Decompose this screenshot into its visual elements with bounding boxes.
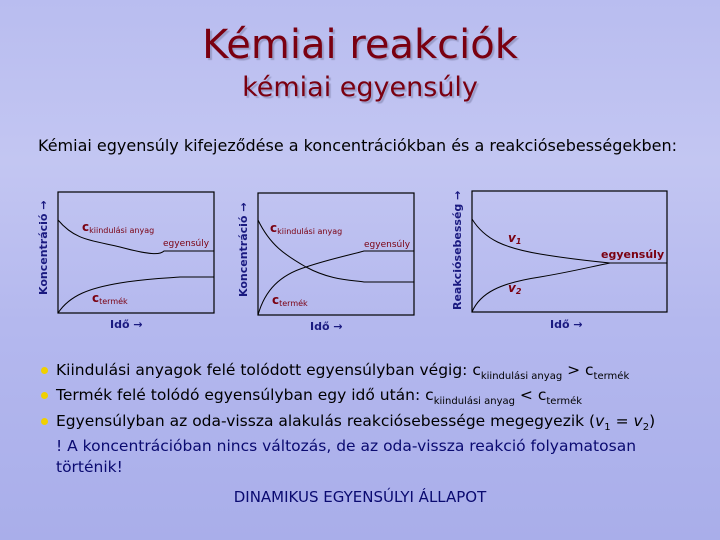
v2-label: v2 — [508, 281, 522, 296]
equilibrium-label: egyensúly — [364, 240, 411, 250]
plot-frame — [257, 192, 415, 316]
equilibrium-label: egyensúly — [601, 248, 664, 261]
curve-product — [257, 250, 414, 316]
diagram-shifted-to-reactants: ckiindulási anyag egyensúly ctermék Idő … — [37, 191, 215, 331]
reactant-label: ckiindulási anyag — [270, 221, 342, 236]
diagram-reaction-rates: v1 egyensúly v2 Idő → Reakciósebesség → — [451, 190, 668, 331]
conclusion-text: DINAMIKUS EGYENSÚLYI ÁLLAPOT — [233, 488, 487, 506]
y-axis-label: Reakciósebesség → — [451, 191, 464, 310]
note-line-2: történik! — [56, 458, 123, 476]
bullet-item: Termék felé tolódó egyensúlyban egy idő … — [41, 386, 582, 407]
y-axis-label: Koncentráció → — [237, 202, 250, 297]
v1-label: v1 — [508, 231, 521, 246]
note-line-1: ! A koncentrációban nincs változás, de a… — [56, 437, 637, 455]
x-axis-label: Idő → — [550, 318, 583, 331]
bullet-icon — [41, 367, 48, 374]
intro-text: Kémiai egyensúly kifejeződése a koncentr… — [38, 136, 678, 155]
bullet-item: Kiindulási anyagok felé tolódott egyensú… — [41, 361, 629, 382]
bullet-item: Egyensúlyban az oda-vissza alakulás reak… — [41, 412, 655, 433]
plot-frame — [471, 190, 668, 313]
slide-title: Kémiai reakciók — [202, 22, 518, 68]
plot-frame — [57, 191, 215, 314]
equilibrium-label: egyensúly — [163, 239, 210, 249]
product-label: ctermék — [92, 291, 128, 306]
curve-forward-rate — [471, 218, 667, 264]
y-axis-label: Koncentráció → — [37, 200, 50, 295]
x-axis-label: Idő → — [110, 318, 143, 331]
reactant-label: ckiindulási anyag — [82, 220, 154, 235]
x-axis-label: Idő → — [310, 320, 343, 333]
product-label: ctermék — [272, 293, 308, 308]
slide-subtitle: kémiai egyensúly — [242, 72, 478, 103]
curve-product — [57, 276, 214, 314]
bullet-icon — [41, 418, 48, 425]
curve-reverse-rate — [471, 262, 611, 313]
bullet-icon — [41, 392, 48, 399]
diagram-shifted-to-products: ckiindulási anyag egyensúly ctermék Idő … — [237, 192, 415, 333]
curve-reactant — [57, 219, 214, 255]
